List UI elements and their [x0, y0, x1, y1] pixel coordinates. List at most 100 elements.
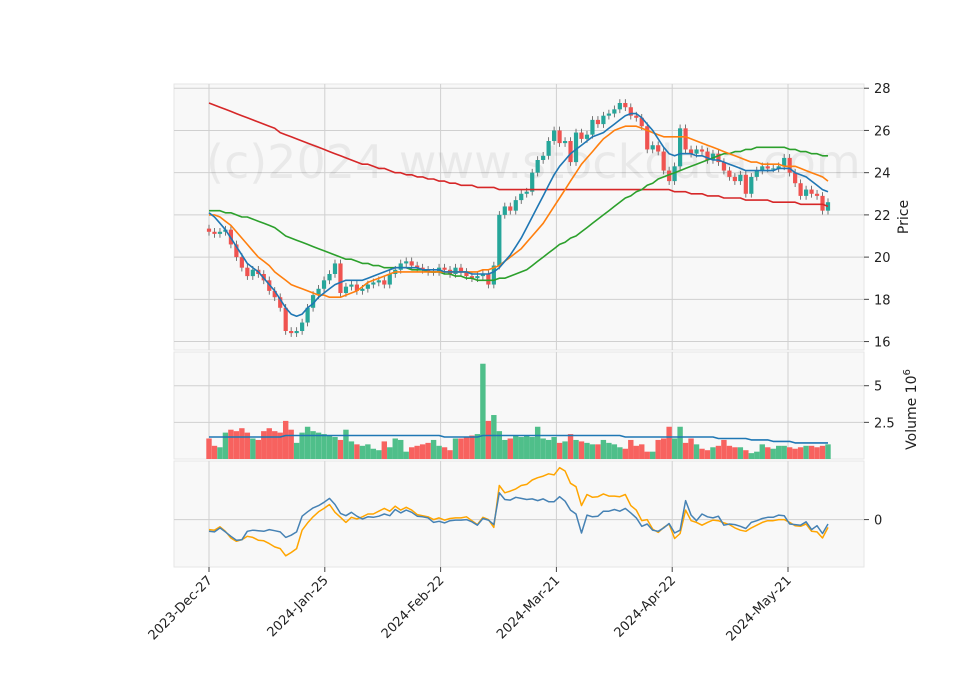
volume-bar	[622, 448, 629, 459]
candle-body	[321, 280, 327, 289]
volume-bar	[365, 444, 371, 459]
x-tick-label: 2024-Apr-22	[612, 573, 679, 640]
volume-bar	[534, 426, 541, 459]
x-tick-label: 2024-Mar-21	[494, 573, 563, 642]
candle-body	[710, 153, 716, 160]
volume-axis-title-text: Volume 10	[904, 376, 920, 450]
candle-body	[486, 274, 491, 285]
candle-body	[212, 231, 217, 234]
x-tick-label: 2024-Jan-25	[265, 573, 332, 640]
candle-body	[552, 130, 557, 141]
volume-bar	[792, 448, 798, 459]
price_panel-y-tick-label: 22	[874, 209, 891, 224]
volume-bar	[332, 437, 338, 459]
candle-body	[628, 107, 633, 116]
candle-body	[645, 126, 650, 150]
candle-body	[803, 189, 809, 196]
volume-bar	[255, 439, 262, 459]
candle-body	[426, 269, 431, 272]
volume-bar	[704, 450, 711, 459]
volume-bar	[272, 431, 278, 459]
volume-bar	[655, 439, 661, 459]
candle-body	[672, 166, 677, 182]
candle-body	[776, 166, 781, 169]
candle-body	[716, 153, 721, 163]
volume-bar	[797, 447, 804, 459]
panel-bg-osc	[173, 460, 865, 568]
volume-bar	[469, 435, 475, 459]
candle-body	[650, 145, 655, 150]
volume-bar	[348, 441, 355, 459]
volume-bar	[819, 445, 826, 459]
candle-body	[316, 288, 321, 296]
volume-ma-line	[209, 434, 828, 444]
candle-body	[272, 290, 277, 298]
candle-body	[814, 193, 820, 196]
candle-body	[497, 214, 502, 266]
volume-bar	[321, 434, 327, 459]
candle-body	[250, 269, 255, 277]
candle-body	[639, 117, 644, 127]
volume-bar	[611, 444, 618, 459]
candle-body	[656, 145, 661, 152]
candle-body	[765, 166, 770, 169]
volume-bar	[562, 441, 568, 459]
price-axis-title: Price	[896, 200, 912, 234]
candle-body	[502, 206, 507, 215]
candle-body	[568, 141, 573, 163]
candle-body	[458, 267, 464, 272]
candle-body	[234, 244, 239, 258]
ma-very-long-line	[208, 102, 829, 208]
volume-bar	[398, 439, 404, 459]
volume-bar	[540, 438, 546, 459]
candle-body	[541, 155, 546, 160]
volume-bar	[737, 447, 744, 459]
candle-body	[606, 113, 611, 116]
candle-body	[754, 170, 759, 177]
volume-bar	[754, 451, 760, 459]
candle-body	[300, 322, 305, 331]
volume-bar	[507, 438, 513, 459]
candle-body	[699, 149, 705, 152]
volume-bar	[310, 431, 316, 459]
volume-bar	[529, 437, 535, 459]
panel-bg-price	[173, 83, 865, 351]
candle-body	[688, 149, 694, 154]
ma-long-line	[209, 146, 828, 282]
volume-bar	[239, 428, 245, 459]
volume-bar	[354, 444, 360, 459]
candle-body	[371, 282, 376, 285]
volume-bar	[825, 444, 831, 459]
volume-bar	[458, 438, 464, 459]
candle-body	[491, 265, 496, 285]
volume-axis-title-exponent: 6	[902, 369, 913, 375]
candle-body	[217, 231, 223, 234]
candle-body	[584, 134, 590, 139]
volume-bar	[748, 453, 755, 459]
volume-bar	[770, 448, 776, 459]
volume-bar	[600, 439, 607, 459]
candle-body	[360, 288, 365, 291]
oscillator-line-1	[208, 492, 829, 541]
volume-bar	[244, 432, 251, 459]
candle-body	[382, 280, 387, 285]
volume-bar	[408, 447, 415, 459]
candle-body	[513, 200, 518, 211]
candle-body	[601, 115, 606, 125]
volume-bar	[250, 438, 256, 459]
volume-bar	[513, 435, 519, 459]
volume-bar	[266, 428, 272, 459]
candle-body	[573, 132, 579, 163]
volume-bar	[639, 444, 645, 459]
volume-bar	[425, 442, 431, 459]
candle-body	[683, 128, 688, 150]
volume-bar	[370, 448, 377, 459]
candle-body	[365, 284, 370, 289]
candle-body	[787, 157, 792, 173]
candle-body	[798, 183, 803, 196]
candle-body	[206, 228, 212, 232]
volume-bar	[315, 432, 322, 459]
volume-bar	[644, 451, 650, 459]
volume-bar	[430, 439, 437, 459]
